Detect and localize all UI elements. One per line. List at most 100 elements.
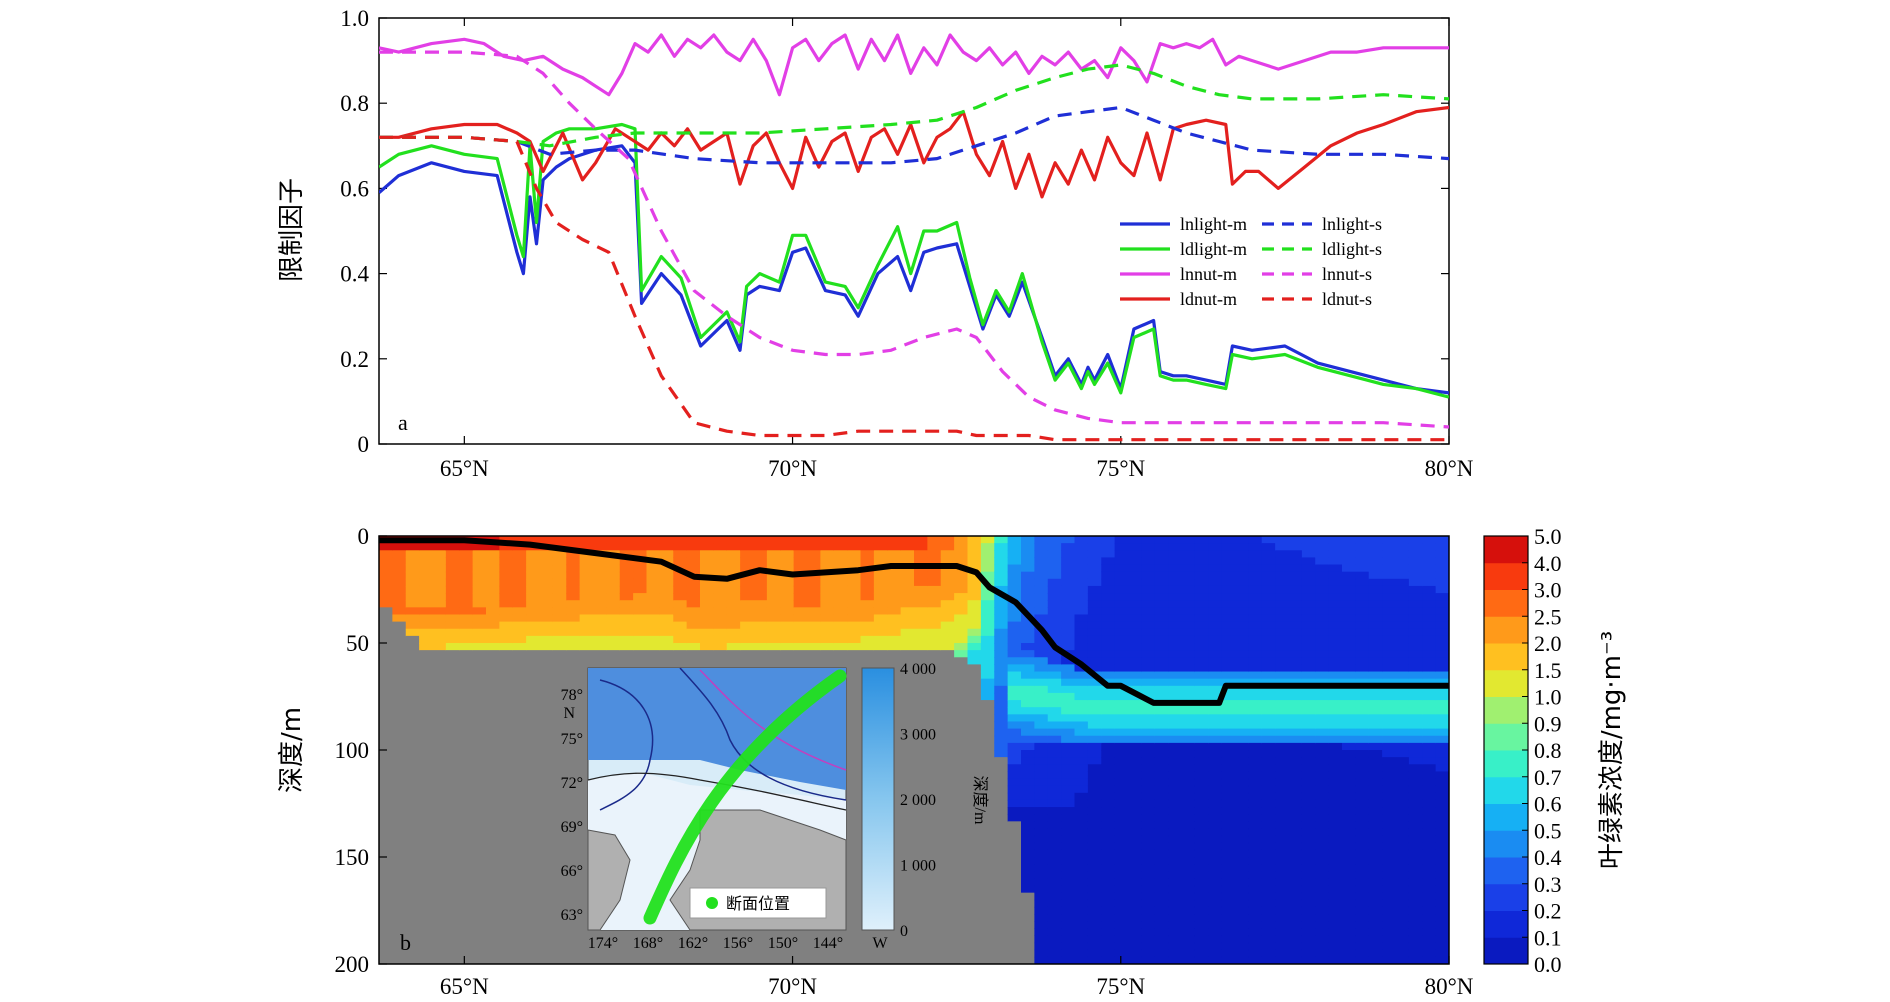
heatmap-cell <box>1368 685 1383 694</box>
heatmap-land-cell <box>914 664 928 673</box>
heatmap-cell <box>1194 714 1209 723</box>
heatmap-land-cell <box>539 707 554 715</box>
heatmap-cell <box>780 536 795 544</box>
heatmap-cell <box>606 557 621 566</box>
heatmap-cell <box>1141 621 1156 630</box>
heatmap-cell <box>1128 864 1142 872</box>
heatmap-cell <box>1368 921 1383 929</box>
heatmap-cell <box>1301 757 1316 765</box>
heatmap-cell <box>713 593 728 601</box>
heatmap-cell <box>1368 892 1383 901</box>
heatmap-cell <box>1154 664 1169 673</box>
heatmap-cell <box>1021 771 1035 780</box>
heatmap-cell <box>1208 578 1223 587</box>
heatmap-cell <box>633 635 648 644</box>
heatmap-cell <box>1248 721 1263 730</box>
heatmap-land-cell <box>432 864 447 872</box>
heatmap-cell <box>472 578 487 587</box>
heatmap-cell <box>1422 828 1437 837</box>
heatmap-cell <box>1248 614 1263 623</box>
heatmap-cell <box>1168 956 1183 964</box>
heatmap-cell <box>1422 635 1437 644</box>
heatmap-cell <box>1368 600 1383 608</box>
heatmap-cell <box>1235 771 1249 780</box>
heatmap-land-cell <box>793 956 808 964</box>
heatmap-land-cell <box>967 835 982 844</box>
heatmap-cell <box>1395 671 1410 680</box>
heatmap-cell <box>1101 643 1116 651</box>
heatmap-land-cell <box>847 828 862 837</box>
heatmap-cell <box>1315 707 1330 715</box>
heatmap-cell <box>1382 678 1397 687</box>
heatmap-cell <box>566 600 581 608</box>
heatmap-cell <box>1061 692 1076 701</box>
heatmap-land-cell <box>579 764 594 772</box>
heatmap-cell <box>1074 757 1089 765</box>
heatmap-land-cell <box>900 650 915 658</box>
heatmap-cell <box>1168 807 1183 815</box>
heatmap-land-cell <box>753 949 768 958</box>
heatmap-cell <box>1368 914 1383 922</box>
heatmap-cell <box>1221 899 1236 908</box>
heatmap-land-cell <box>459 799 474 808</box>
heatmap-cell <box>1408 621 1423 630</box>
heatmap-cell <box>1288 956 1303 964</box>
heatmap-cell <box>1342 814 1356 822</box>
heatmap-cell <box>1101 878 1116 887</box>
heatmap-cell <box>1301 614 1316 623</box>
heatmap-land-cell <box>994 899 1009 908</box>
heatmap-land-cell <box>445 821 460 830</box>
heatmap-cell <box>1114 771 1129 780</box>
heatmap-land-cell <box>512 778 527 787</box>
panel-a-series <box>379 33 1449 442</box>
heatmap-cell <box>1248 714 1263 723</box>
heatmap-cell <box>1101 871 1116 879</box>
heatmap-cell <box>700 600 714 608</box>
heatmap-land-cell <box>579 928 594 937</box>
heatmap-cell <box>1021 878 1035 887</box>
heatmap-cell <box>579 564 594 573</box>
heatmap-cell <box>1275 778 1290 787</box>
heatmap-cell <box>579 593 594 601</box>
heatmap-land-cell <box>472 721 487 730</box>
heatmap-cell <box>1128 600 1142 608</box>
heatmap-cell <box>1034 707 1049 715</box>
heatmap-cell <box>927 543 942 551</box>
heatmap-cell <box>673 600 688 608</box>
heatmap-cell <box>980 643 995 651</box>
heatmap-land-cell <box>552 685 567 694</box>
colorbar-tick-label: 4.0 <box>1534 551 1562 576</box>
heatmap-land-cell <box>619 956 634 964</box>
heatmap-cell <box>1221 771 1236 780</box>
panel-a: 00.20.40.60.81.065°N 70°N 75°N 80°N 限制因子 a … <box>277 6 1474 481</box>
heatmap-land-cell <box>954 714 969 723</box>
heatmap-land-cell <box>392 735 407 744</box>
heatmap-cell <box>1261 799 1276 808</box>
heatmap-cell <box>873 628 888 637</box>
heatmap-cell <box>847 614 862 623</box>
heatmap-cell <box>1288 607 1303 616</box>
heatmap-cell <box>526 607 541 616</box>
heatmap-cell <box>1328 728 1343 737</box>
heatmap-cell <box>820 593 835 601</box>
heatmap-cell <box>1342 578 1356 587</box>
heatmap-cell <box>1154 707 1169 715</box>
heatmap-land-cell <box>994 928 1009 937</box>
heatmap-land-cell <box>512 792 527 801</box>
heatmap-cell <box>1061 785 1076 794</box>
heatmap-land-cell <box>539 685 554 694</box>
heatmap-land-cell <box>445 892 460 901</box>
heatmap-cell <box>1047 864 1062 872</box>
heatmap-cell <box>940 536 955 544</box>
heatmap-cell <box>1382 892 1397 901</box>
heatmap-cell <box>994 557 1009 566</box>
heatmap-cell <box>1355 849 1370 858</box>
heatmap-cell <box>780 593 795 601</box>
heatmap-cell <box>1248 728 1263 737</box>
heatmap-cell <box>793 607 808 616</box>
heatmap-land-cell <box>954 906 969 915</box>
heatmap-cell <box>833 571 848 580</box>
heatmap-cell <box>1328 536 1343 544</box>
heatmap-cell <box>967 550 982 558</box>
heatmap-land-cell <box>472 885 487 894</box>
